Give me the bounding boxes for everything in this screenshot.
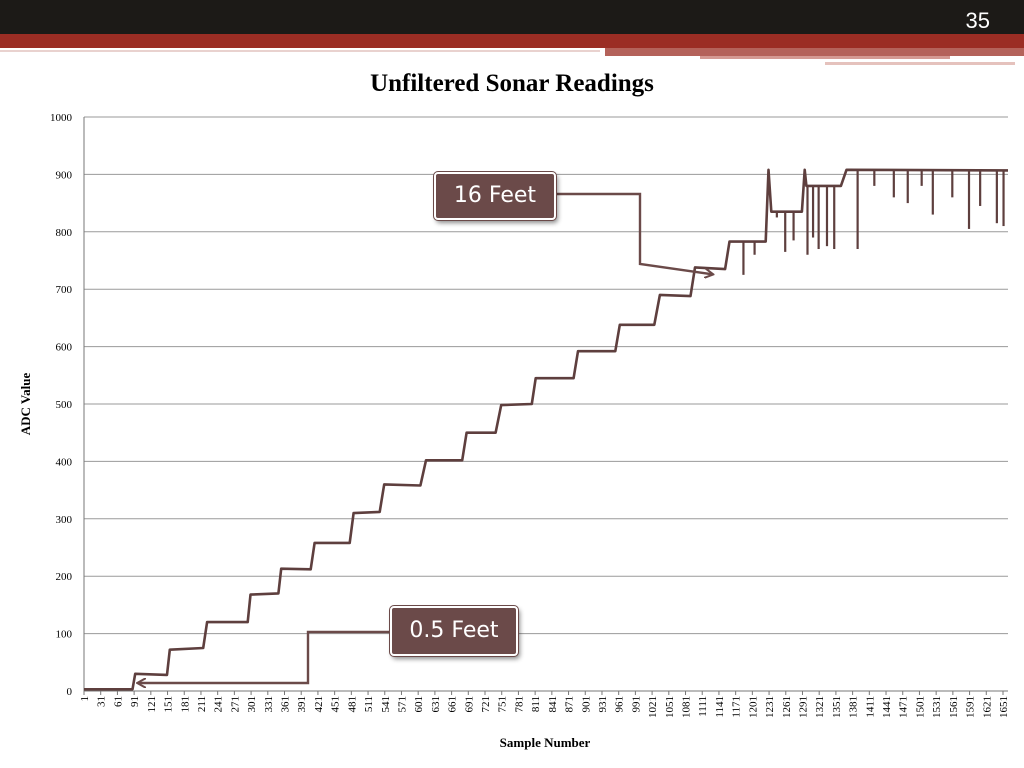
x-tick-label: 1 — [79, 696, 91, 702]
x-tick-label: 391 — [296, 696, 308, 713]
x-tick-label: 1561 — [948, 696, 960, 718]
x-tick-label: 1441 — [881, 696, 893, 718]
x-tick-label: 1411 — [864, 696, 876, 718]
callout-arrow — [553, 192, 712, 274]
x-tick-label: 751 — [497, 696, 509, 713]
x-tick-label: 901 — [580, 696, 592, 713]
x-tick-label: 451 — [330, 696, 342, 713]
callout-16-feet: 16 Feet — [434, 172, 556, 220]
x-tick-label: 1021 — [647, 696, 659, 718]
accent-stripe — [825, 62, 1015, 65]
x-tick-label: 1351 — [831, 696, 843, 718]
x-tick-label: 361 — [280, 696, 292, 713]
x-tick-label: 271 — [229, 696, 241, 713]
accent-band-secondary — [605, 48, 1024, 56]
x-tick-label: 781 — [513, 696, 525, 713]
x-tick-label: 571 — [396, 696, 408, 713]
x-tick-label: 871 — [564, 696, 576, 713]
x-tick-label: 31 — [96, 696, 108, 707]
y-tick-label: 800 — [56, 227, 73, 239]
x-tick-label: 481 — [346, 696, 358, 713]
x-tick-label: 811 — [530, 696, 542, 712]
x-tick-label: 991 — [630, 696, 642, 713]
x-tick-labels: 1 31 61 91 121 151 181 211 241 271 301 331 361 391 421… — [79, 696, 1010, 718]
y-tick-label: 600 — [56, 342, 73, 354]
y-tick-label: 900 — [56, 169, 73, 181]
callout-half-foot: 0.5 Feet — [390, 606, 518, 656]
x-tick-label: 1201 — [747, 696, 759, 718]
slide-number: 35 — [965, 8, 990, 33]
x-tick-label: 1381 — [848, 696, 860, 718]
y-tick-labels: 0 100 200 300 400 500 600 700 800 900 1000 — [50, 112, 73, 698]
x-tick-label: 421 — [313, 696, 325, 713]
x-tick-label: 1231 — [764, 696, 776, 718]
accent-stripe — [700, 56, 950, 59]
x-axis-label: Sample Number — [500, 735, 591, 750]
x-tick-label: 841 — [547, 696, 559, 713]
x-tick-label: 601 — [413, 696, 425, 713]
x-tick-label: 1591 — [965, 696, 977, 718]
x-tick-label: 301 — [246, 696, 258, 713]
x-tick-label: 1111 — [697, 696, 709, 717]
x-tick-label: 1531 — [931, 696, 943, 718]
x-tick-label: 1171 — [731, 696, 743, 718]
x-tick-label: 721 — [480, 696, 492, 713]
x-tick-label: 931 — [597, 696, 609, 713]
x-tick-label: 661 — [447, 696, 459, 713]
y-tick-label: 1000 — [50, 112, 73, 124]
x-tick-label: 961 — [614, 696, 626, 713]
x-tick-label: 91 — [129, 696, 141, 707]
chart-title: Unfiltered Sonar Readings — [370, 70, 654, 97]
x-tick-label: 331 — [263, 696, 275, 713]
callout-arrow — [138, 630, 390, 683]
x-tick-label: 61 — [112, 696, 124, 707]
x-tick-label: 1651 — [998, 696, 1010, 718]
x-tick-label: 1621 — [981, 696, 993, 718]
series-path — [84, 168, 1009, 691]
title-bar — [0, 0, 1024, 34]
x-tick-label: 691 — [463, 696, 475, 713]
x-tick-label: 151 — [163, 696, 175, 713]
y-tick-label: 100 — [56, 629, 73, 641]
y-tick-label: 200 — [56, 571, 73, 583]
series-line — [84, 168, 1009, 691]
x-tick-label: 1501 — [914, 696, 926, 718]
x-tick-label: 1081 — [681, 696, 693, 718]
callout-arrows — [138, 192, 712, 683]
x-tick-label: 631 — [430, 696, 442, 713]
y-tick-label: 500 — [56, 399, 73, 411]
x-tick-label: 211 — [196, 696, 208, 712]
x-tick-label: 181 — [179, 696, 191, 713]
x-tick-label: 541 — [380, 696, 392, 713]
grid-lines — [83, 116, 1008, 695]
x-tick-label: 1141 — [714, 696, 726, 718]
x-tick-label: 511 — [363, 696, 375, 712]
accent-band — [0, 34, 1024, 48]
x-tick-label: 1471 — [898, 696, 910, 718]
y-tick-label: 400 — [56, 456, 73, 468]
y-axis-label: ADC Value — [18, 373, 33, 436]
x-tick-label: 1051 — [664, 696, 676, 718]
y-tick-label: 0 — [67, 686, 73, 698]
y-tick-label: 300 — [56, 514, 73, 526]
x-tick-label: 121 — [146, 696, 158, 713]
x-tick-label: 1321 — [814, 696, 826, 718]
x-tick-label: 241 — [213, 696, 225, 713]
x-tick-label: 1291 — [797, 696, 809, 718]
y-tick-label: 700 — [56, 284, 73, 296]
x-tick-label: 1261 — [781, 696, 793, 718]
accent-stripe — [0, 50, 600, 52]
